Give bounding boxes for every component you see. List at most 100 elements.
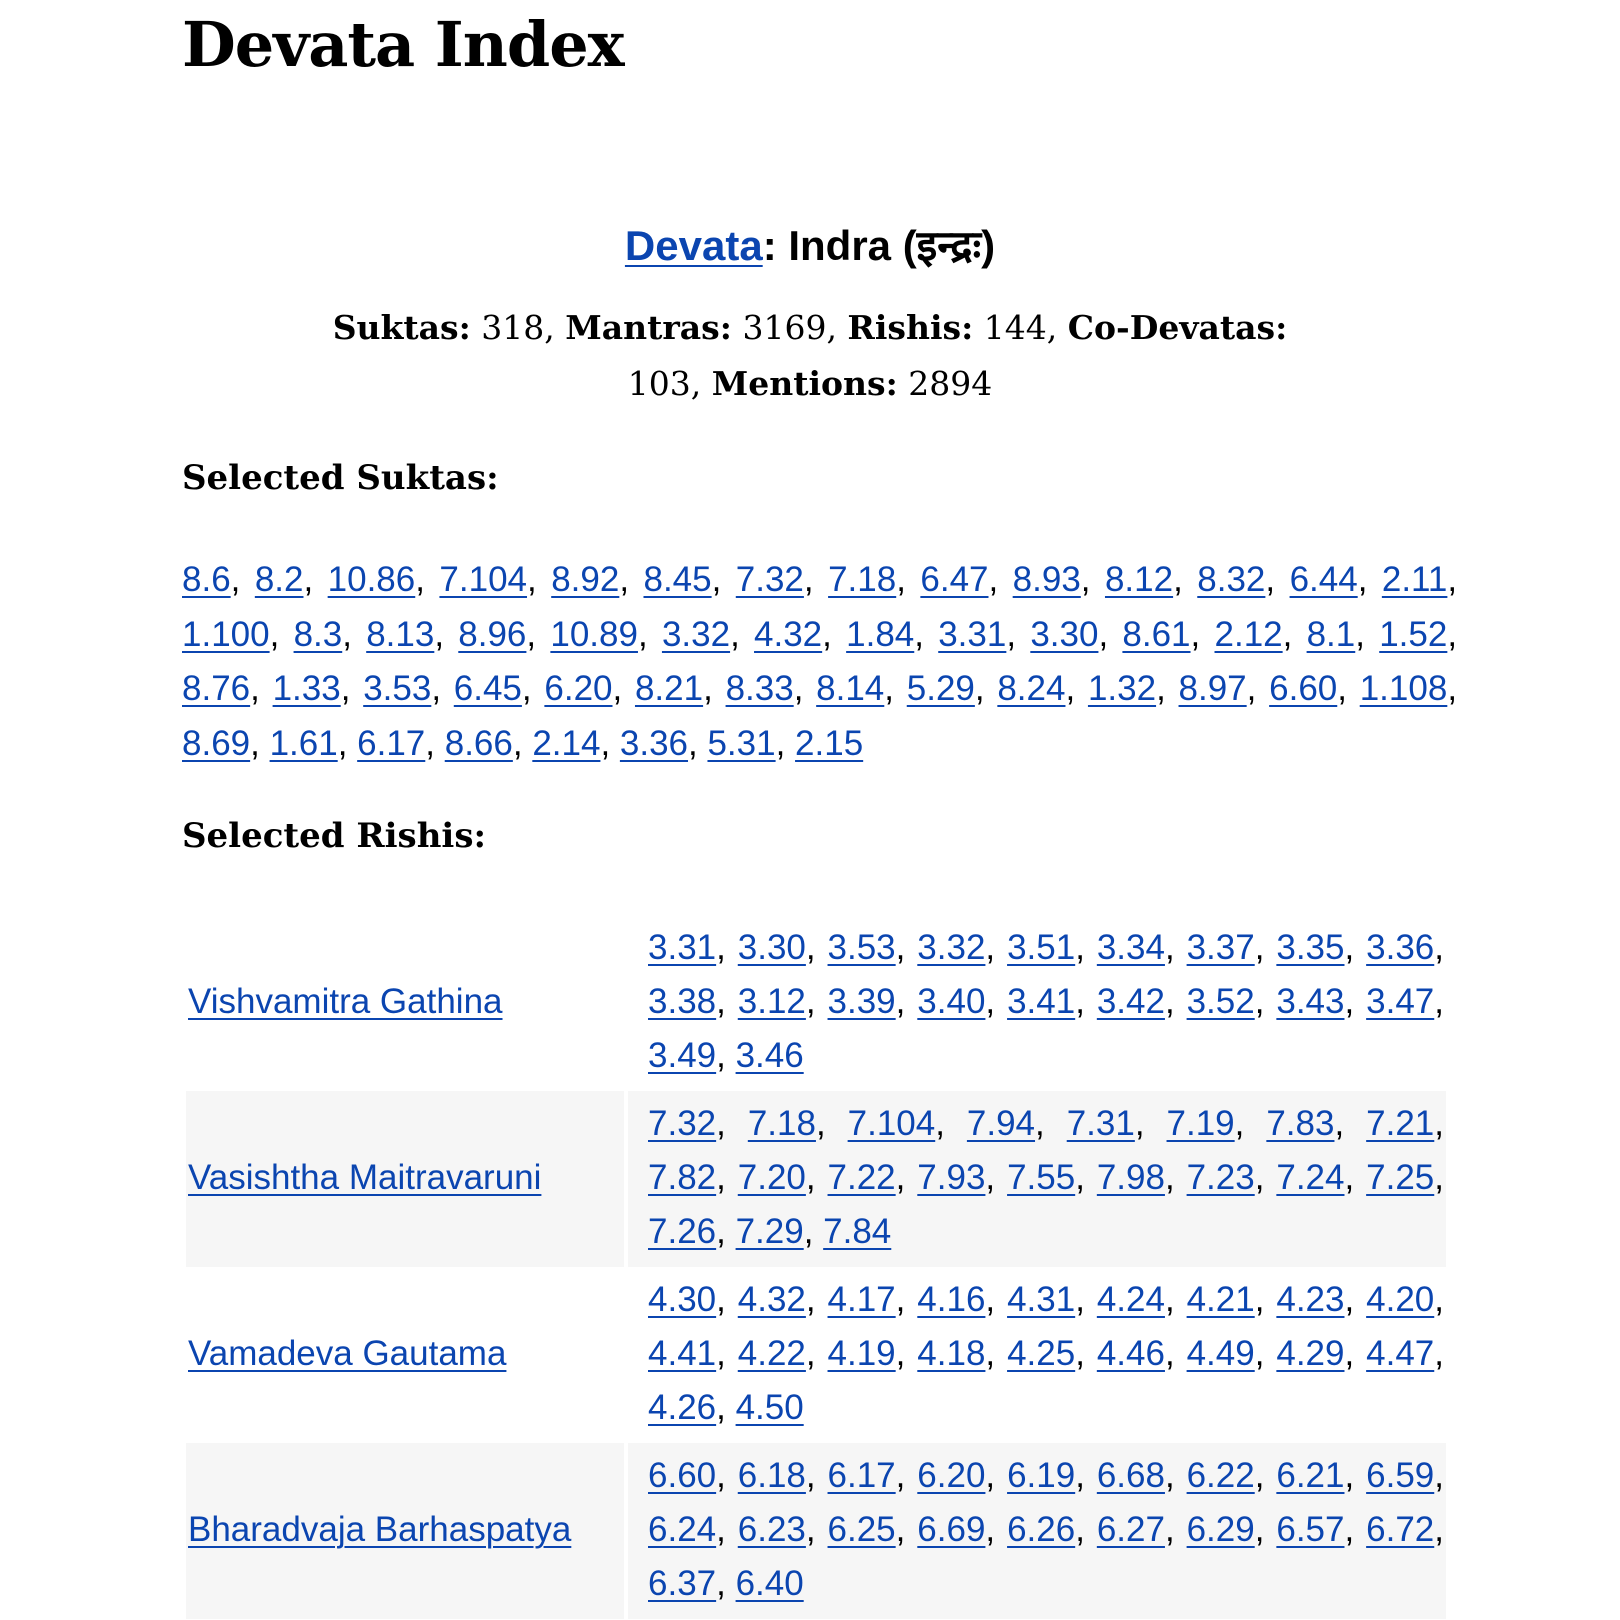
- sukta-link[interactable]: 4.31: [1007, 1280, 1076, 1319]
- sukta-link[interactable]: 3.46: [735, 1036, 804, 1075]
- sukta-link[interactable]: 7.25: [1366, 1158, 1435, 1197]
- sukta-link[interactable]: 4.32: [754, 614, 823, 654]
- sukta-link[interactable]: 6.20: [917, 1456, 986, 1495]
- sukta-link[interactable]: 6.27: [1096, 1510, 1165, 1549]
- sukta-link[interactable]: 3.40: [917, 982, 986, 1021]
- sukta-link[interactable]: 3.31: [648, 928, 717, 967]
- sukta-link[interactable]: 8.2: [254, 560, 304, 599]
- sukta-link[interactable]: 7.104: [847, 1104, 936, 1143]
- sukta-link[interactable]: 3.35: [1276, 928, 1345, 967]
- sukta-link[interactable]: 7.21: [1366, 1104, 1435, 1143]
- sukta-link[interactable]: 6.22: [1186, 1456, 1255, 1495]
- sukta-link[interactable]: 1.84: [846, 614, 915, 654]
- sukta-link[interactable]: 3.41: [1007, 982, 1076, 1021]
- sukta-link[interactable]: 2.14: [532, 723, 601, 763]
- sukta-link[interactable]: 8.13: [366, 614, 435, 654]
- sukta-link[interactable]: 4.32: [737, 1280, 806, 1319]
- sukta-link[interactable]: 8.1: [1306, 614, 1356, 654]
- sukta-link[interactable]: 3.37: [1186, 928, 1255, 967]
- sukta-link[interactable]: 6.17: [827, 1456, 896, 1495]
- sukta-link[interactable]: 4.47: [1366, 1334, 1435, 1373]
- sukta-link[interactable]: 8.66: [444, 723, 513, 763]
- sukta-link[interactable]: 6.37: [648, 1564, 717, 1603]
- sukta-link[interactable]: 3.53: [363, 669, 432, 708]
- sukta-link[interactable]: 8.93: [1012, 560, 1081, 599]
- sukta-link[interactable]: 6.69: [917, 1510, 986, 1549]
- sukta-link[interactable]: 6.19: [1007, 1456, 1076, 1495]
- rishi-link[interactable]: Vishvamitra Gathina: [188, 982, 503, 1021]
- sukta-link[interactable]: 3.43: [1276, 982, 1345, 1021]
- sukta-link[interactable]: 1.33: [272, 669, 341, 708]
- sukta-link[interactable]: 3.30: [1030, 614, 1099, 654]
- sukta-link[interactable]: 8.14: [816, 669, 885, 708]
- sukta-link[interactable]: 6.72: [1366, 1510, 1435, 1549]
- sukta-link[interactable]: 6.60: [1269, 669, 1338, 708]
- sukta-link[interactable]: 7.18: [747, 1104, 816, 1143]
- sukta-link[interactable]: 8.3: [293, 614, 343, 654]
- devata-link[interactable]: Devata: [624, 222, 763, 269]
- sukta-link[interactable]: 7.32: [735, 560, 804, 599]
- sukta-link[interactable]: 8.32: [1197, 560, 1266, 599]
- sukta-link[interactable]: 3.31: [938, 614, 1007, 654]
- sukta-link[interactable]: 8.96: [458, 614, 527, 654]
- sukta-link[interactable]: 6.29: [1186, 1510, 1255, 1549]
- sukta-link[interactable]: 7.104: [439, 560, 528, 599]
- sukta-link[interactable]: 7.83: [1266, 1104, 1335, 1143]
- sukta-link[interactable]: 2.15: [795, 723, 864, 763]
- sukta-link[interactable]: 4.30: [648, 1280, 717, 1319]
- sukta-link[interactable]: 6.23: [737, 1510, 806, 1549]
- sukta-link[interactable]: 6.44: [1289, 560, 1358, 599]
- sukta-link[interactable]: 3.32: [917, 928, 986, 967]
- sukta-link[interactable]: 7.31: [1066, 1104, 1135, 1143]
- sukta-link[interactable]: 7.20: [737, 1158, 806, 1197]
- sukta-link[interactable]: 7.24: [1276, 1158, 1345, 1197]
- sukta-link[interactable]: 7.82: [648, 1158, 717, 1197]
- sukta-link[interactable]: 7.93: [917, 1158, 986, 1197]
- sukta-link[interactable]: 4.21: [1186, 1280, 1255, 1319]
- sukta-link[interactable]: 1.32: [1087, 669, 1157, 708]
- sukta-link[interactable]: 6.57: [1276, 1510, 1345, 1549]
- sukta-link[interactable]: 6.17: [357, 723, 426, 763]
- sukta-link[interactable]: 7.18: [828, 560, 897, 599]
- sukta-link[interactable]: 3.38: [648, 982, 717, 1021]
- sukta-link[interactable]: 6.45: [453, 669, 522, 708]
- sukta-link[interactable]: 3.36: [1366, 928, 1435, 967]
- sukta-link[interactable]: 2.12: [1214, 614, 1283, 654]
- sukta-link[interactable]: 3.39: [827, 982, 896, 1021]
- sukta-link[interactable]: 6.47: [920, 560, 989, 599]
- sukta-link[interactable]: 7.23: [1186, 1158, 1255, 1197]
- sukta-link[interactable]: 6.24: [648, 1510, 717, 1549]
- sukta-link[interactable]: 6.25: [827, 1510, 896, 1549]
- sukta-link[interactable]: 4.24: [1096, 1280, 1165, 1319]
- sukta-link[interactable]: 4.25: [1007, 1334, 1076, 1373]
- sukta-link[interactable]: 3.47: [1366, 982, 1435, 1021]
- sukta-link[interactable]: 7.98: [1096, 1158, 1165, 1197]
- sukta-link[interactable]: 7.19: [1166, 1104, 1235, 1143]
- sukta-link[interactable]: 5.31: [707, 723, 776, 763]
- sukta-link[interactable]: 8.61: [1122, 614, 1191, 654]
- sukta-link[interactable]: 1.61: [269, 723, 338, 763]
- sukta-link[interactable]: 10.89: [550, 614, 638, 654]
- sukta-link[interactable]: 6.59: [1366, 1456, 1435, 1495]
- sukta-link[interactable]: 1.52: [1379, 614, 1448, 654]
- sukta-link[interactable]: 3.30: [737, 928, 806, 967]
- sukta-link[interactable]: 7.94: [966, 1104, 1036, 1143]
- rishi-link[interactable]: Vamadeva Gautama: [188, 1334, 507, 1373]
- sukta-link[interactable]: 8.12: [1104, 560, 1174, 599]
- sukta-link[interactable]: 4.41: [648, 1334, 717, 1373]
- rishi-link[interactable]: Bharadvaja Barhaspatya: [188, 1510, 572, 1549]
- sukta-link[interactable]: 7.55: [1007, 1158, 1076, 1197]
- sukta-link[interactable]: 8.97: [1178, 669, 1247, 708]
- sukta-link[interactable]: 4.19: [827, 1334, 896, 1373]
- sukta-link[interactable]: 8.69: [182, 723, 251, 763]
- sukta-link[interactable]: 3.53: [827, 928, 896, 967]
- sukta-link[interactable]: 4.22: [737, 1334, 806, 1373]
- sukta-link[interactable]: 6.60: [648, 1456, 717, 1495]
- sukta-link[interactable]: 5.29: [906, 669, 975, 708]
- sukta-link[interactable]: 6.26: [1007, 1510, 1076, 1549]
- sukta-link[interactable]: 3.52: [1186, 982, 1255, 1021]
- sukta-link[interactable]: 1.108: [1359, 669, 1448, 708]
- rishi-link[interactable]: Vasishtha Maitravaruni: [188, 1158, 542, 1197]
- sukta-link[interactable]: 4.20: [1366, 1280, 1435, 1319]
- sukta-link[interactable]: 3.49: [648, 1036, 717, 1075]
